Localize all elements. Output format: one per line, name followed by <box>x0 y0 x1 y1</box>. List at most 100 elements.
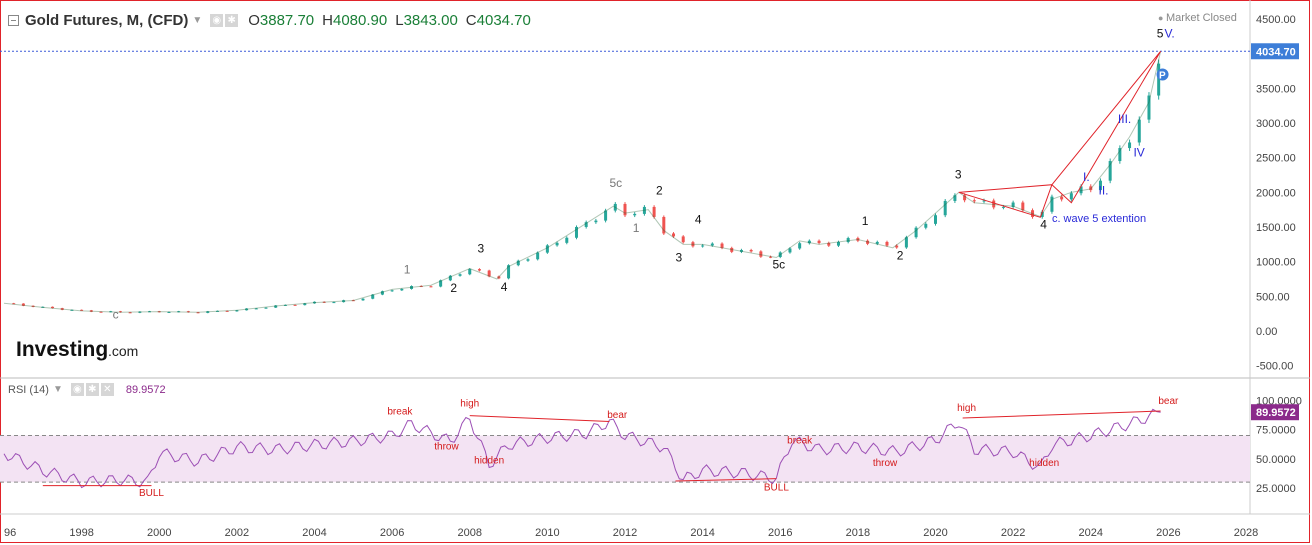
candle-body <box>303 303 307 306</box>
candle-body <box>739 249 743 252</box>
price-axis-label: -500.00 <box>1256 361 1293 373</box>
current-price-tag <box>1251 43 1299 60</box>
price-line <box>3 51 1162 313</box>
time-axis-label: 2026 <box>1156 527 1180 539</box>
rsi-value: 89.9572 <box>125 383 166 396</box>
time-axis-label: 2008 <box>458 527 482 539</box>
symbol-title[interactable]: Gold Futures, M, (CFD) <box>25 11 189 29</box>
candle-body <box>371 294 375 299</box>
candle-body <box>118 311 122 313</box>
wave-4-triangle <box>958 184 1053 218</box>
time-axis-label: 2012 <box>613 527 637 539</box>
candle-body <box>497 276 501 279</box>
ohlc-close: C4034.70 <box>466 12 531 29</box>
candle-body <box>555 242 559 246</box>
chevron-down-icon[interactable]: ▼ <box>192 14 203 26</box>
price-axis-label: 0.00 <box>1256 326 1277 338</box>
candle-body <box>807 240 811 244</box>
candle-body <box>565 237 569 243</box>
candle-body <box>70 309 74 311</box>
candle-body <box>914 227 918 238</box>
candle-body <box>89 310 93 312</box>
candle-body <box>895 245 899 248</box>
candle-body <box>342 300 346 303</box>
candle-body <box>21 303 25 306</box>
price-axis-label: 3500.00 <box>1256 83 1296 95</box>
ohlc-open: O3887.70 <box>248 12 314 29</box>
time-axis-label: 2022 <box>1001 527 1025 539</box>
eye-icon[interactable]: ◉ <box>210 13 224 27</box>
rsi-axis-label: 25.0000 <box>1256 483 1296 495</box>
candle-body <box>856 238 860 241</box>
candle-body <box>594 220 598 223</box>
candle-body <box>487 270 491 277</box>
candle-body <box>313 301 316 304</box>
rsi-trendline <box>469 415 610 422</box>
candle-body <box>691 242 695 247</box>
candle-body <box>701 245 705 247</box>
collapse-icon[interactable] <box>8 14 19 26</box>
candle-body <box>924 223 928 228</box>
gear-icon[interactable]: ✱ <box>85 383 99 396</box>
candle-body <box>885 241 889 246</box>
rsi-value-tag <box>1251 404 1299 421</box>
candle-body <box>507 265 511 279</box>
low-value: 3843.00 <box>403 11 458 29</box>
rsi-value-label: 89.9572 <box>1256 407 1296 419</box>
wave-label: 3 <box>478 242 485 256</box>
candle-body <box>448 275 452 281</box>
wave-label: 4 <box>1040 217 1047 231</box>
rsi-annotation: break <box>787 436 813 447</box>
close-icon[interactable]: ✕ <box>100 383 114 396</box>
candle-body <box>778 252 782 258</box>
candle-body <box>846 238 850 243</box>
candle-body <box>1031 210 1035 217</box>
candle-body <box>332 302 336 304</box>
wave-label: 2 <box>656 183 663 197</box>
candle-body <box>419 286 423 288</box>
candle-body <box>769 256 773 258</box>
wave-5-extension-triangle <box>1051 50 1162 204</box>
wave-label: 5c <box>772 258 785 272</box>
candle-body <box>720 243 724 248</box>
candle-body <box>458 274 462 276</box>
candle-body <box>1079 186 1083 194</box>
market-status: Market Closed <box>1158 12 1237 24</box>
chevron-down-icon[interactable]: ▼ <box>52 384 63 395</box>
candle-body <box>351 300 355 302</box>
candle-body <box>274 305 278 308</box>
time-axis-label: 2020 <box>923 527 947 539</box>
candle-body <box>31 305 35 307</box>
gear-icon[interactable]: ✱ <box>225 13 239 27</box>
candle-body <box>361 298 365 301</box>
price-axis-label: 2500.00 <box>1256 153 1296 165</box>
candle-body <box>51 306 55 309</box>
open-label: O <box>248 11 260 29</box>
candle-body <box>1108 161 1112 181</box>
candle-body <box>1137 119 1141 143</box>
open-value: 3887.70 <box>259 11 315 29</box>
candle-body <box>177 311 181 313</box>
eye-icon[interactable]: ◉ <box>70 383 84 396</box>
price-axis-label: 3000.00 <box>1256 118 1296 130</box>
price-axis-label: 1000.00 <box>1256 257 1296 269</box>
candle-body <box>584 222 588 227</box>
logo-brand: Investing <box>16 338 108 361</box>
candle-body <box>710 243 714 246</box>
rsi-annotation: bear <box>1158 396 1179 407</box>
candle-body <box>477 269 481 271</box>
high-value: 4080.90 <box>332 11 388 29</box>
candle-body <box>992 200 996 208</box>
candle-body <box>1157 63 1161 96</box>
time-axis-label: 1998 <box>69 527 93 539</box>
rsi-annotation: break <box>387 407 413 418</box>
time-axis-label: 96 <box>4 527 16 539</box>
wave-label: 5c <box>609 176 622 190</box>
candle-body <box>652 206 656 217</box>
rsi-title[interactable]: RSI (14) <box>8 383 49 396</box>
candle-body <box>963 195 967 201</box>
time-axis-label: 2018 <box>846 527 870 539</box>
time-axis-label: 2016 <box>768 527 792 539</box>
wave-label: 4 <box>695 213 702 227</box>
